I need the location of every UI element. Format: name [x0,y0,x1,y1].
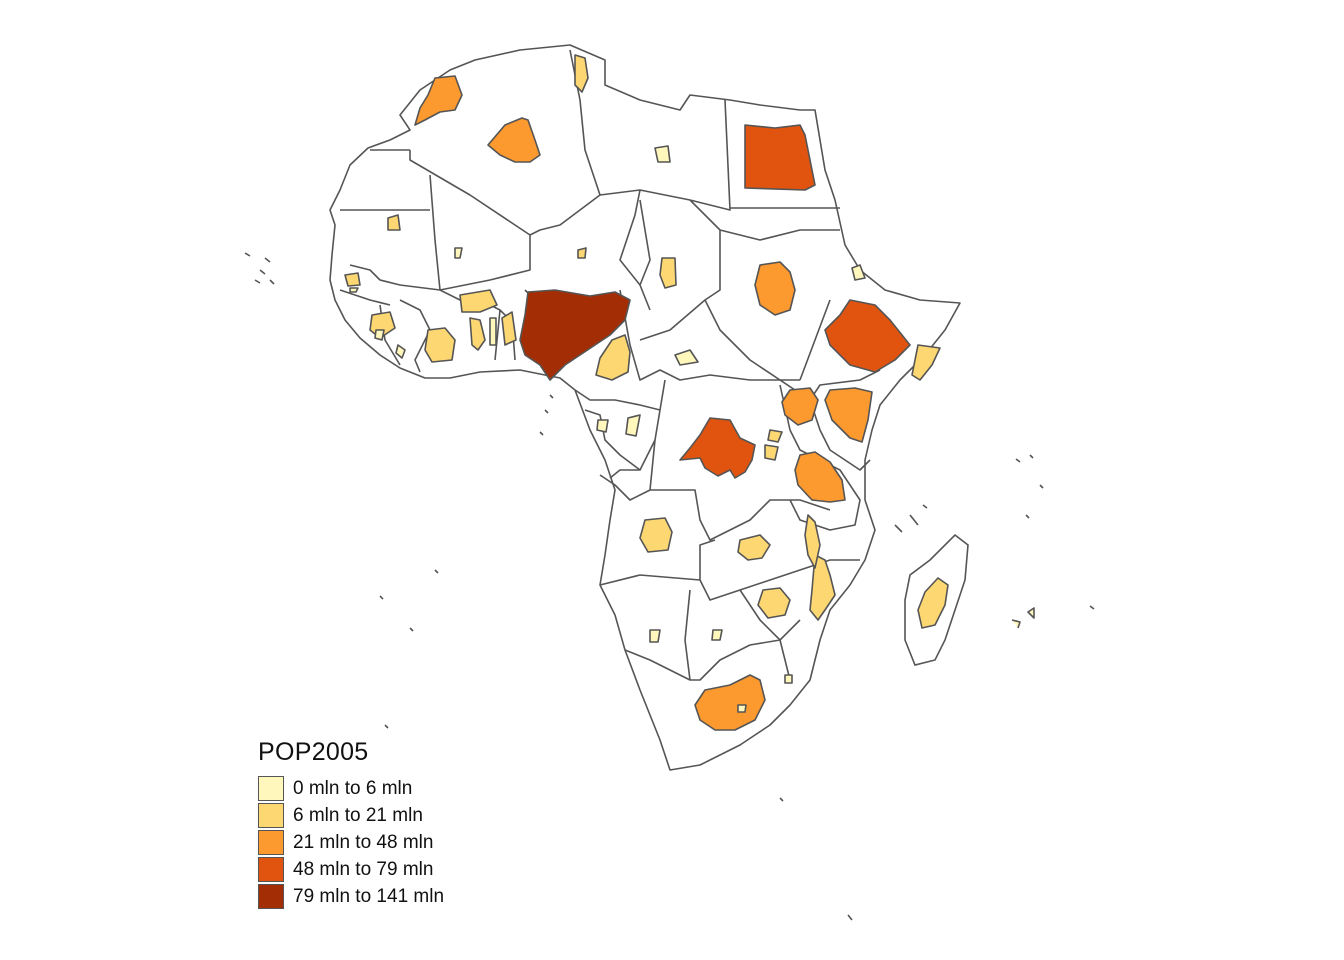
country-mozambique [809,554,836,621]
country-burundi [764,444,779,461]
country-algeria [487,117,541,163]
country-democratic-republic-of-the-congo [679,417,756,479]
country-kenya [824,387,873,443]
legend-item: 21 mln to 48 mln [258,829,444,856]
map-legend: POP2005 0 mln to 6 mln 6 mln to 21 mln 21 … [258,738,444,910]
country-chad [659,257,677,289]
country-angola [639,517,673,553]
country-burkina-faso [459,289,498,313]
country-zimbabwe [757,587,791,619]
country-morocco [414,75,463,126]
country-sudan [754,261,796,316]
legend-title: POP2005 [258,738,369,766]
legend-rows: 0 mln to 6 mln 6 mln to 21 mln 21 mln to 4… [258,775,444,910]
country-benin [501,311,517,346]
legend-label: 21 mln to 48 mln [293,831,434,853]
cape-verde-islands [244,252,275,285]
country-libya [654,145,671,163]
country-nigeria [519,289,631,381]
country-eritrea [851,264,866,281]
legend-swatch [258,857,284,882]
country-tunisia [574,54,589,93]
legend-item: 0 mln to 6 mln [258,775,444,802]
country-niger [577,247,587,259]
africa-outline [329,44,961,771]
country-namibia [649,629,661,643]
country-swaziland [784,674,793,684]
legend-label: 79 mln to 141 mln [293,885,445,907]
country-central-african-republic [674,349,699,366]
country-uganda [781,387,819,426]
legend-swatch [258,830,284,855]
country-gambia [349,287,359,293]
country-malawi [804,514,821,569]
country-egypt [744,124,816,191]
country-rwanda [767,429,783,443]
legend-swatch [258,884,284,909]
legend-item: 6 mln to 21 mln [258,802,444,829]
country-liberia [395,344,406,359]
country-ethiopia [824,299,911,373]
country-comoros [1011,607,1035,629]
country-cameroon [595,334,631,381]
small-islands [379,394,1095,921]
country-republic-of-the-congo [625,414,641,437]
country-mali [387,214,401,231]
country-senegal [344,272,361,287]
legend-item: 79 mln to 141 mln [258,883,444,910]
legend-label: 48 mln to 79 mln [293,858,434,880]
country-zambia [737,534,771,561]
country-fills [344,54,1035,731]
legend-label: 0 mln to 6 mln [293,777,413,799]
country-gabon [596,419,609,433]
country-mauritania [454,247,463,259]
country-ghana [469,317,486,351]
legend-swatch [258,803,284,828]
country-south-africa [694,674,766,731]
legend-label: 6 mln to 21 mln [293,804,423,826]
country-tanzania [794,451,846,503]
legend-swatch [258,776,284,801]
country-botswana [711,629,723,641]
country-madagascar [917,577,949,629]
country-togo [489,317,497,346]
country-lesotho [737,704,747,713]
country-sierra-leone [374,329,385,341]
country-cote-d-ivoire [424,327,456,363]
legend-item: 48 mln to 79 mln [258,856,444,883]
country-somalia [911,344,941,381]
